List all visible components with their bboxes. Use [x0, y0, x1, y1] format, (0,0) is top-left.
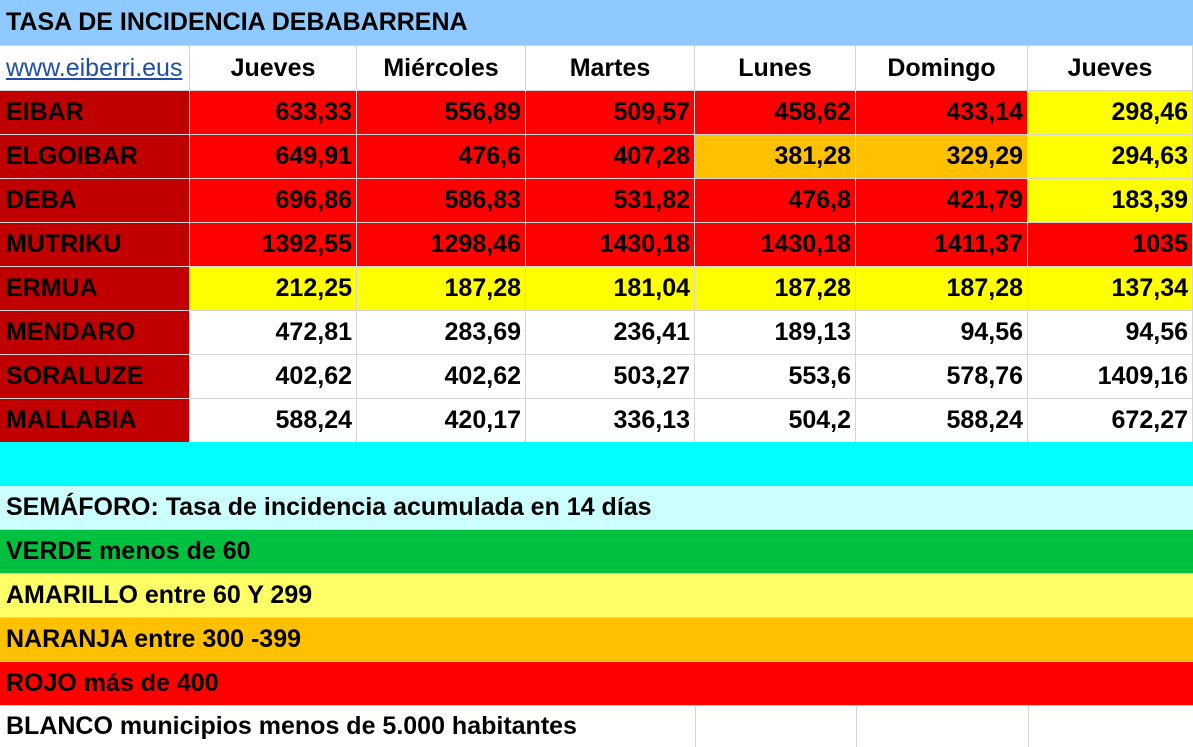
incidence-value: 476,8 [695, 179, 856, 223]
incidence-value: 212,25 [190, 267, 357, 311]
incidence-value: 183,39 [1028, 179, 1193, 223]
incidence-value: 402,62 [357, 355, 526, 399]
table-row: EIBAR 633,33 556,89 509,57 458,62 433,14 298,4… [0, 91, 1193, 135]
legend-verde-row: VERDE menos de 60 [0, 530, 1193, 574]
incidence-value: 421,79 [856, 179, 1028, 223]
incidence-value: 137,34 [1028, 267, 1193, 311]
incidence-value: 633,33 [190, 91, 357, 135]
table-row: ELGOIBAR 649,91 476,6 407,28 381,28 329,29 294… [0, 135, 1193, 179]
legend-amarillo: AMARILLO entre 60 Y 299 [0, 574, 1193, 618]
column-header: Lunes [695, 46, 856, 91]
incidence-value: 588,24 [190, 399, 357, 443]
incidence-value: 1409,16 [1028, 355, 1193, 399]
incidence-value: 420,17 [357, 399, 526, 443]
table-row: MUTRIKU 1392,55 1298,46 1430,18 1430,18 1411,… [0, 223, 1193, 267]
incidence-value: 187,28 [695, 267, 856, 311]
incidence-value: 458,62 [695, 91, 856, 135]
municipality-name: ERMUA [0, 267, 190, 311]
incidence-value: 187,28 [856, 267, 1028, 311]
municipality-name: MALLABIA [0, 399, 190, 443]
sheet-title: TASA DE INCIDENCIA DEBABARRENA [0, 0, 1193, 46]
column-header: Jueves [1028, 46, 1193, 91]
municipality-name: SORALUZE [0, 355, 190, 399]
spacer-row [0, 442, 1193, 486]
incidence-value: 1298,46 [357, 223, 526, 267]
incidence-value: 553,6 [695, 355, 856, 399]
incidence-value: 298,46 [1028, 91, 1193, 135]
incidence-value: 433,14 [856, 91, 1028, 135]
column-header: Martes [526, 46, 695, 91]
column-header: Miércoles [357, 46, 526, 91]
incidence-value: 189,13 [695, 311, 856, 355]
incidence-value: 407,28 [526, 135, 695, 179]
incidence-value: 294,63 [1028, 135, 1193, 179]
incidence-value: 586,83 [357, 179, 526, 223]
legend-verde: VERDE menos de 60 [0, 530, 1193, 574]
incidence-value: 236,41 [526, 311, 695, 355]
incidence-value: 329,29 [856, 135, 1028, 179]
incidence-value: 1430,18 [695, 223, 856, 267]
legend-naranja: NARANJA entre 300 -399 [0, 618, 1193, 662]
incidence-value: 672,27 [1028, 399, 1193, 443]
incidence-value: 181,04 [526, 267, 695, 311]
incidence-value: 696,86 [190, 179, 357, 223]
incidence-value: 503,27 [526, 355, 695, 399]
municipality-name: ELGOIBAR [0, 135, 190, 179]
incidence-value: 1430,18 [526, 223, 695, 267]
incidence-value: 283,69 [357, 311, 526, 355]
table-row: MENDARO 472,81 283,69 236,41 189,13 94,56 94,5… [0, 311, 1193, 355]
table-row: ERMUA 212,25 187,28 181,04 187,28 187,28 137,3… [0, 267, 1193, 311]
incidence-value: 94,56 [856, 311, 1028, 355]
column-header: Jueves [190, 46, 357, 91]
legend-blanco: BLANCO municipios menos de 5.000 habitan… [6, 712, 577, 740]
incidence-value: 187,28 [357, 267, 526, 311]
incidence-value: 381,28 [695, 135, 856, 179]
incidence-value: 509,57 [526, 91, 695, 135]
municipality-name: DEBA [0, 179, 190, 223]
incidence-value: 472,81 [190, 311, 357, 355]
incidence-value: 336,13 [526, 399, 695, 443]
header-row: www.eiberri.eus Jueves Miércoles Martes … [0, 46, 1193, 91]
municipality-name: MUTRIKU [0, 223, 190, 267]
incidence-value: 94,56 [1028, 311, 1193, 355]
incidence-value: 588,24 [856, 399, 1028, 443]
incidence-value: 402,62 [190, 355, 357, 399]
incidence-value: 1035 [1028, 223, 1193, 267]
table-row: DEBA 696,86 586,83 531,82 476,8 421,79 183,39 [0, 179, 1193, 223]
incidence-value: 649,91 [190, 135, 357, 179]
municipality-name: MENDARO [0, 311, 190, 355]
legend-amarillo-row: AMARILLO entre 60 Y 299 [0, 574, 1193, 618]
incidence-value: 504,2 [695, 399, 856, 443]
legend-heading: SEMÁFORO: Tasa de incidencia acumulada e… [0, 486, 1193, 530]
eiberri-link[interactable]: www.eiberri.eus [0, 46, 190, 91]
incidence-value: 531,82 [526, 179, 695, 223]
legend-rojo: ROJO más de 400 [0, 662, 1193, 706]
legend-blanco-row: BLANCO municipios menos de 5.000 habitan… [0, 706, 1193, 747]
legend-naranja-row: NARANJA entre 300 -399 [0, 618, 1193, 662]
title-row: TASA DE INCIDENCIA DEBABARRENA [0, 0, 1193, 46]
table-row: SORALUZE 402,62 402,62 503,27 553,6 578,76 140… [0, 355, 1193, 399]
incidence-value: 1411,37 [856, 223, 1028, 267]
table-row: MALLABIA 588,24 420,17 336,13 504,2 588,24 672… [0, 399, 1193, 443]
incidence-value: 578,76 [856, 355, 1028, 399]
legend-heading-row: SEMÁFORO: Tasa de incidencia acumulada e… [0, 486, 1193, 530]
legend-rojo-row: ROJO más de 400 [0, 662, 1193, 706]
municipality-name: EIBAR [0, 91, 190, 135]
incidence-value: 1392,55 [190, 223, 357, 267]
column-header: Domingo [856, 46, 1028, 91]
incidence-value: 556,89 [357, 91, 526, 135]
incidence-value: 476,6 [357, 135, 526, 179]
